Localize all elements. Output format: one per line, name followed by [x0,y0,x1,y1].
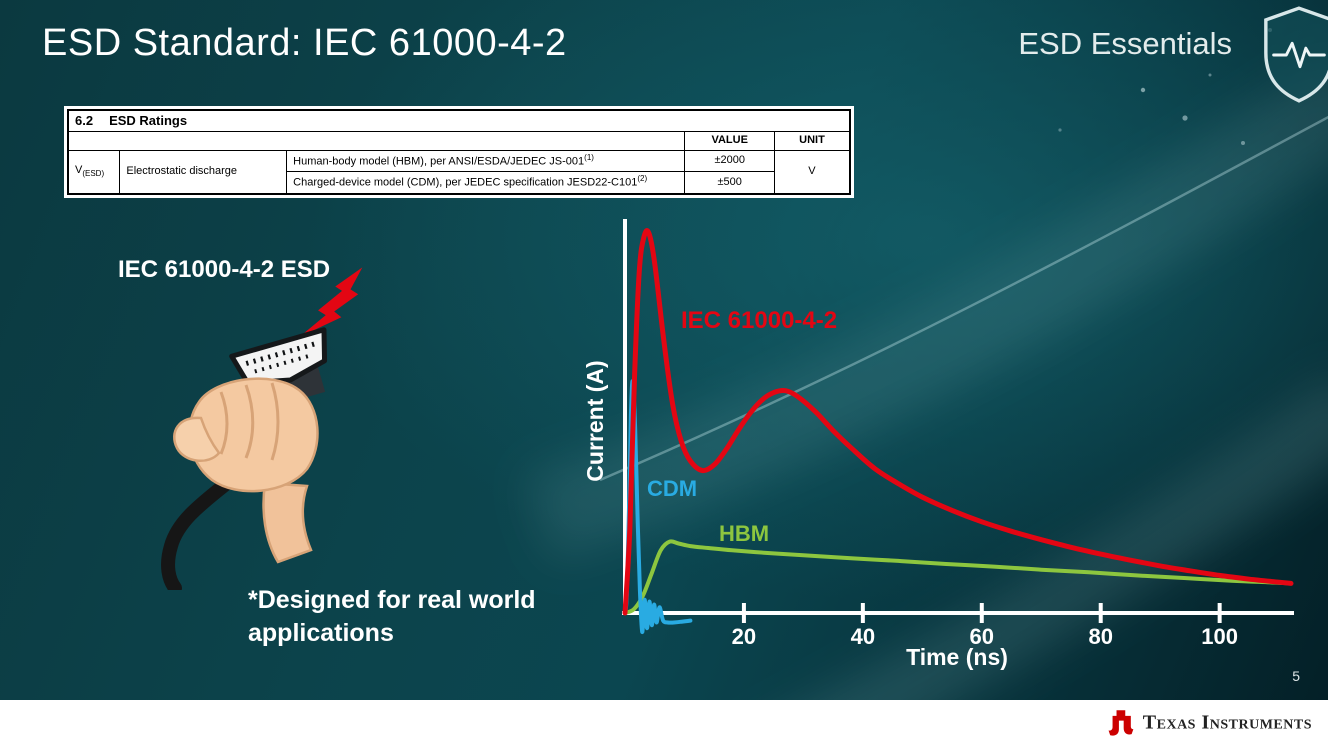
curve-hbm [623,539,1293,615]
table-header-row: VALUE UNIT [67,131,851,151]
x-tick-label: 80 [1088,624,1112,649]
col-header-value: VALUE [684,131,775,151]
section-number: 6.2 [75,113,94,128]
x-tick-label: 100 [1201,624,1238,649]
page-title: ESD Standard: IEC 61000-4-2 [42,22,567,64]
section-name: ESD Ratings [109,113,188,128]
symbol-cell: V(ESD) [67,149,121,195]
cdm-description-cell: Charged-device model (CDM), per JEDEC sp… [286,171,686,195]
col-header-unit: UNIT [773,131,851,151]
hand [173,377,319,564]
unit-cell: V [773,149,851,195]
ti-logo: Texas Instruments [1107,709,1312,738]
curve-label-iec-61000-4-2: IEC 61000-4-2 [681,307,838,334]
page-number: 5 [1292,668,1300,684]
x-tick-label: 40 [851,624,875,649]
curve-label-cdm: CDM [647,476,698,501]
y-axis-label: Current (A) [582,360,608,481]
iec-esd-caption: IEC 61000-4-2 ESD [118,256,331,283]
cdm-value-cell: ±500 [684,171,775,195]
ti-logo-icon [1108,710,1134,736]
x-tick-label: 60 [970,624,994,649]
hand-hdmi-illustration [161,267,363,590]
real-world-note: *Designed for real world applications [248,586,536,647]
esd-waveform-chart: Current (A) Time (ns) 20 40 60 80 100 IEC 61… [582,213,1295,678]
curve-label-hbm: HBM [719,521,770,546]
table-row-hbm: V(ESD) Electrostatic discharge Human-bod… [67,149,851,195]
ti-logo-text: Texas Instruments [1142,711,1312,734]
series-brand-title: ESD Essentials [1018,26,1232,61]
footer-bar: Texas Instruments [0,700,1328,746]
curve-iec-61000-4-2 [622,228,1294,616]
parameter-cell: Electrostatic discharge [119,149,288,195]
lightning-icon [299,267,363,337]
empty-header-cell [67,131,686,151]
waveform-plot: Current (A) Time (ns) 20 40 60 80 100 [582,219,1294,670]
table-section-title: 6.2 ESD Ratings [67,109,851,133]
esd-shield-icon [1264,6,1328,103]
esd-ratings-table: 6.2 ESD Ratings VALUE UNIT V(ESD) Electro… [64,106,854,198]
hbm-value-cell: ±2000 [684,149,775,173]
hbm-description-cell: Human-body model (HBM), per ANSI/ESDA/JE… [286,149,686,173]
x-tick-label: 20 [732,624,756,649]
ratings-table: 6.2 ESD Ratings VALUE UNIT V(ESD) Electro… [67,109,851,195]
